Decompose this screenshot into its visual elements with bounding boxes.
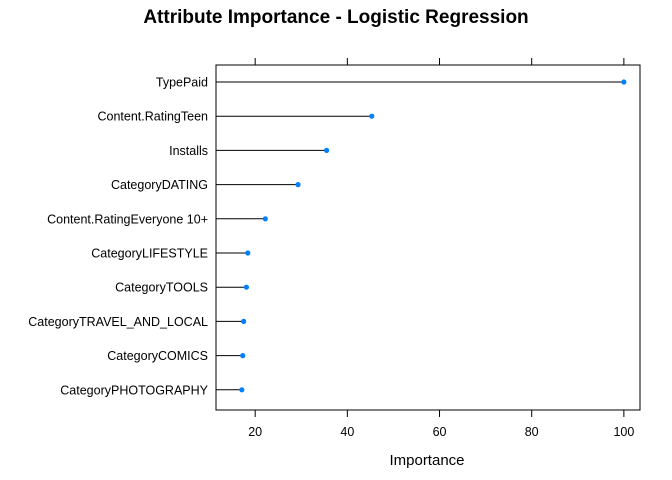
category-label: CategoryTOOLS <box>115 281 208 295</box>
category-label: Content.RatingTeen <box>98 110 209 124</box>
chart-title: Attribute Importance - Logistic Regressi… <box>143 7 528 28</box>
x-tick-label: 40 <box>340 425 354 439</box>
data-point <box>243 284 250 290</box>
category-label: CategoryDATING <box>111 178 208 192</box>
plot-frame <box>215 64 641 411</box>
data-point <box>239 387 245 393</box>
x-tick-label: 80 <box>525 425 539 439</box>
x-tick-label: 60 <box>433 425 447 439</box>
x-axis-label: Importance <box>389 452 464 469</box>
category-label: Content.RatingEveryone 10+ <box>47 212 208 226</box>
category-labels: TypePaid Content.RatingTeen Installs Catego… <box>28 76 208 398</box>
data-point <box>621 79 627 85</box>
category-label: TypePaid <box>156 76 208 90</box>
category-label: CategoryLIFESTYLE <box>91 247 208 261</box>
data-point <box>240 353 246 359</box>
category-label: Installs <box>169 144 208 158</box>
data-point <box>295 182 301 188</box>
data-point <box>324 147 330 153</box>
data-series <box>216 79 627 393</box>
category-label: CategoryTRAVEL_AND_LOCAL <box>28 315 208 329</box>
top-axis-ticks <box>254 58 625 65</box>
x-tick-label: 20 <box>248 425 262 439</box>
data-point <box>369 113 375 119</box>
category-label: CategoryPHOTOGRAPHY <box>60 383 208 397</box>
category-label: CategoryCOMICS <box>107 349 208 363</box>
bottom-axis: 20 40 60 80 100 <box>248 410 634 439</box>
data-point <box>241 318 247 324</box>
data-point <box>245 250 251 256</box>
data-point <box>262 216 268 222</box>
x-tick-label: 100 <box>613 425 634 439</box>
